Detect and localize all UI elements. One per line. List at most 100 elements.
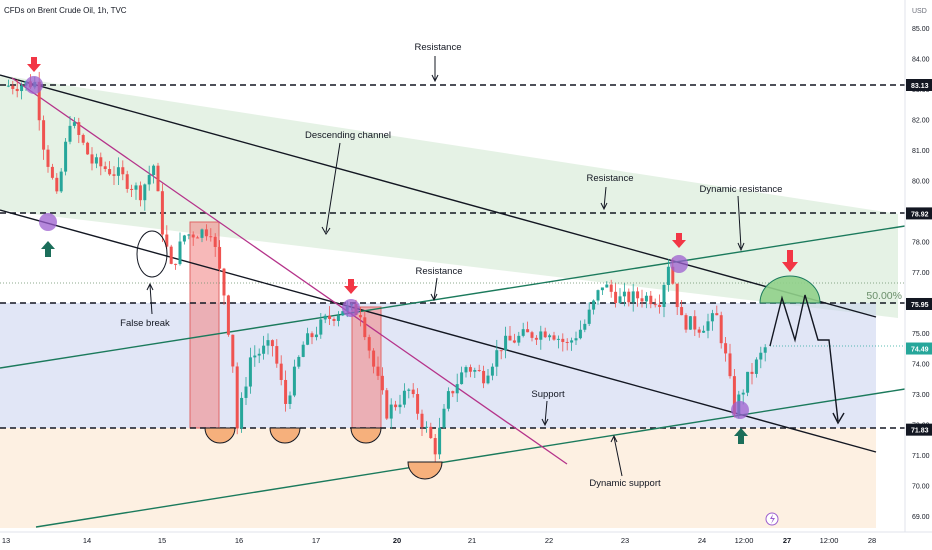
candle-body — [394, 404, 398, 408]
candle-body — [499, 350, 503, 352]
candle-body — [583, 323, 587, 330]
candle-body — [649, 295, 653, 305]
candle-body — [204, 229, 208, 237]
lightning-icon[interactable] — [765, 512, 779, 526]
x-tick-label: 15 — [158, 536, 166, 545]
candle-body — [754, 359, 758, 374]
y-tick-label: 85.00 — [912, 26, 930, 33]
candle-body — [156, 165, 160, 192]
candle-body — [750, 371, 754, 374]
candle-body — [724, 343, 728, 354]
annotation-leaders — [146, 56, 745, 477]
candle-body — [86, 142, 90, 155]
candle-body — [248, 357, 252, 387]
fib-50-label: 50.00% — [866, 290, 902, 302]
y-tick-label: 70.00 — [912, 483, 930, 490]
candle-body — [530, 332, 534, 338]
candle-body — [222, 268, 226, 296]
chart-title: CFDs on Brent Crude Oil, 1h, TVC — [4, 6, 127, 15]
candle-body — [37, 81, 41, 121]
channel-lower-line — [0, 209, 877, 453]
candle-body — [609, 284, 613, 292]
candle-body — [636, 291, 640, 299]
candle-body — [55, 177, 59, 192]
x-tick-label: 16 — [235, 536, 243, 545]
candle-body — [319, 319, 323, 335]
down-arrow-icon — [782, 250, 798, 272]
x-tick-label: 27 — [783, 536, 791, 545]
candle-body — [323, 315, 327, 320]
candle-body — [600, 287, 604, 291]
candle-body — [666, 266, 670, 285]
y-tick-label: 73.00 — [912, 392, 930, 399]
up-arrows — [41, 241, 748, 444]
annotation-dynamic-support: Dynamic support — [589, 478, 661, 489]
y-tick-label: 75.00 — [912, 331, 930, 338]
touch-points — [25, 76, 749, 419]
candle-body — [332, 318, 336, 321]
candle-body — [570, 340, 574, 343]
candle-body — [200, 229, 204, 238]
candle-body — [534, 337, 538, 340]
candle-body — [763, 347, 767, 353]
candle-body — [196, 237, 200, 239]
touch-circle-4 — [670, 255, 688, 273]
price-tag — [906, 423, 932, 436]
candle-body — [178, 241, 182, 265]
candle-body — [728, 353, 732, 377]
candle-body — [372, 350, 376, 367]
price-tags: 83.13 78.92 75.95 74.49 71.83 — [906, 79, 932, 436]
candle-body — [266, 340, 270, 346]
candle-body — [363, 317, 367, 338]
candle-body — [574, 338, 578, 341]
candle-body — [684, 315, 688, 330]
candle-body — [464, 367, 468, 373]
candle-body — [411, 389, 415, 395]
candle-body — [59, 171, 63, 192]
candle-body — [64, 141, 68, 172]
candle-body — [433, 438, 437, 455]
x-tick-label: 20 — [393, 536, 401, 545]
y-tick-label: 69.00 — [912, 514, 930, 521]
candle-body — [121, 167, 125, 175]
candle-body — [15, 88, 19, 92]
x-tick-label: 28 — [868, 536, 876, 545]
candle-body — [68, 125, 72, 142]
candle-body — [697, 329, 701, 333]
candle-body — [455, 384, 459, 394]
candle-body — [561, 338, 565, 342]
down-arrow-icon — [344, 279, 358, 294]
candle-body — [77, 122, 81, 135]
candle-body — [627, 291, 631, 303]
price-axis: USD 85.0084.0083.0082.0081.0080.0079.007… — [904, 0, 932, 532]
candle-body — [341, 311, 345, 316]
candle-body — [565, 341, 569, 343]
touch-circle-1 — [25, 76, 43, 94]
support-zone — [0, 428, 876, 528]
candle-body — [231, 334, 235, 367]
annotation-false-break: False break — [120, 318, 170, 329]
candle-body — [438, 427, 442, 455]
x-tick-label: 17 — [312, 536, 320, 545]
dynamic-resistance-line — [0, 225, 906, 369]
candle-body — [306, 333, 310, 345]
candle-body — [130, 188, 134, 190]
candle-body — [257, 353, 261, 356]
candle-body — [336, 315, 340, 321]
candle-body — [680, 307, 684, 316]
candle-body — [442, 408, 446, 428]
support-bowl-4 — [407, 461, 443, 480]
touch-circle-3 — [342, 299, 360, 317]
x-tick-label: 22 — [545, 536, 553, 545]
candle-body — [715, 313, 719, 316]
candle-body — [389, 404, 393, 419]
candle-body — [759, 352, 763, 360]
candle-body — [226, 295, 230, 335]
candle-body — [495, 350, 499, 367]
candle-body — [292, 366, 296, 396]
candle-body — [314, 334, 318, 338]
annotation-support: Support — [531, 389, 565, 400]
candle-body — [209, 236, 213, 238]
annotation-dynamic-resistance: Dynamic resistance — [700, 184, 783, 195]
price-tag — [906, 297, 932, 310]
